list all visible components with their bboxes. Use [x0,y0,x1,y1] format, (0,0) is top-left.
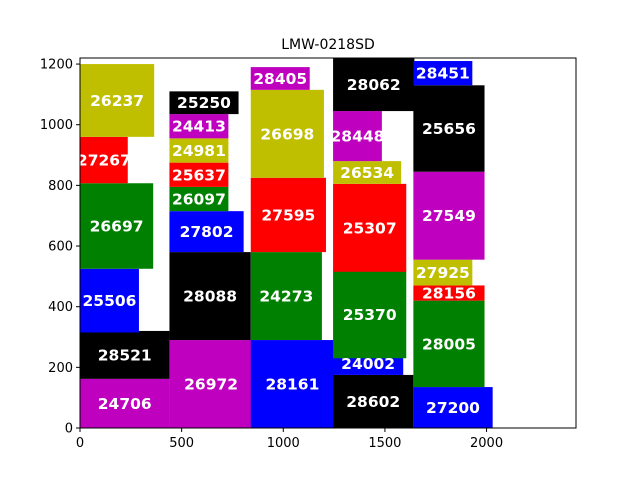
panel-rect-25637 [169,162,229,187]
y-tick-label: 200 [48,361,73,376]
panel-rect-24706 [80,378,170,428]
panel-rect-25370 [333,270,407,359]
panel-rect-24273 [250,252,322,341]
panel-rect-26697 [80,183,154,269]
panel-rect-28451 [413,61,473,86]
panel-rect-28448 [333,111,382,162]
panel-label-24413: 24413 [172,118,226,136]
panel-rect-25656 [413,85,485,172]
panel-label-28005: 28005 [422,335,476,353]
panel-rect-25250 [169,91,239,115]
panel-label-26972: 26972 [184,376,238,394]
panel-label-28451: 28451 [416,65,470,83]
panel-label-28405: 28405 [253,70,307,88]
panel-rect-28405 [250,67,310,90]
panel-rect-24981 [169,138,229,163]
panel-label-28602: 28602 [346,393,400,411]
panel-label-28161: 28161 [265,376,319,394]
panel-label-24002: 24002 [341,355,395,373]
panel-label-26697: 26697 [90,218,144,236]
panel-rect-28088 [169,252,251,341]
panel-rect-24413 [169,114,229,139]
panel-rect-27549 [413,171,485,260]
panel-label-28062: 28062 [347,76,401,94]
panel-label-25250: 25250 [177,94,231,112]
panel-rect-26972 [169,340,253,428]
y-tick-label: 1200 [40,58,73,73]
x-tick-label: 1500 [368,436,401,451]
panel-rect-25307 [333,183,407,272]
y-tick-label: 0 [65,422,73,437]
panel-label-27925: 27925 [416,264,470,282]
panel-label-27549: 27549 [422,207,476,225]
panel-label-24981: 24981 [172,142,226,160]
panel-label-28156: 28156 [422,285,476,303]
panel-rect-26698 [250,89,324,178]
panel-label-28521: 28521 [98,346,152,364]
chart-title: LMW-0218SD [281,37,375,53]
panel-rect-27802 [169,211,244,253]
panel-label-25637: 25637 [172,166,226,184]
axes-layer: 0 500 1000 1500 2000 0 200 400 600 800 1000 1200 [40,57,577,451]
panel-label-25656: 25656 [422,120,476,138]
panel-label-27267: 27267 [77,152,131,170]
axes-frame [79,57,577,429]
panel-label-26698: 26698 [260,125,314,143]
panel-label-25506: 25506 [83,292,137,310]
panel-rect-27925 [413,259,473,286]
panel-rect-28521 [80,330,170,379]
panel-label-26534: 26534 [340,164,394,182]
panel-rect-28602 [333,374,414,428]
y-tick-label: 400 [48,300,73,315]
panel-rect-26534 [333,161,402,184]
panel-label-24706: 24706 [98,395,152,413]
panel-label-27802: 27802 [180,223,234,241]
y-tick-label: 1000 [40,118,73,133]
panel-rect-27595 [250,177,326,253]
panel-label-24273: 24273 [259,288,313,306]
panel-label-28448: 28448 [331,128,385,146]
panel-label-26237: 26237 [90,92,144,110]
y-tick-label: 800 [48,179,73,194]
panel-label-25307: 25307 [343,219,397,237]
x-tick-label: 2000 [470,436,503,451]
panel-rect-28062 [333,58,415,112]
panel-label-27595: 27595 [261,206,315,224]
rectangles-layer [80,58,493,428]
panel-label-27200: 27200 [426,399,480,417]
panel-rect-25506 [80,268,139,333]
rectangle-labels-layer: 24706 28521 25506 26697 27267 26237 26972 28088… [77,65,480,417]
panel-rect-28005 [413,300,485,388]
panel-rect-28156 [413,285,485,301]
x-tick-label: 500 [169,436,194,451]
y-tick-label: 600 [48,240,73,255]
panel-label-25370: 25370 [343,306,397,324]
panel-rect-26097 [169,186,229,212]
panel-rect-27200 [413,387,493,428]
panel-rect-26237 [80,64,155,137]
x-tick-label: 1000 [267,436,300,451]
panel-rect-27267 [80,136,128,184]
panel-rect-28161 [250,340,335,428]
panel-label-26097: 26097 [172,191,226,209]
x-tick-label: 0 [76,436,84,451]
panel-label-28088: 28088 [183,288,237,306]
